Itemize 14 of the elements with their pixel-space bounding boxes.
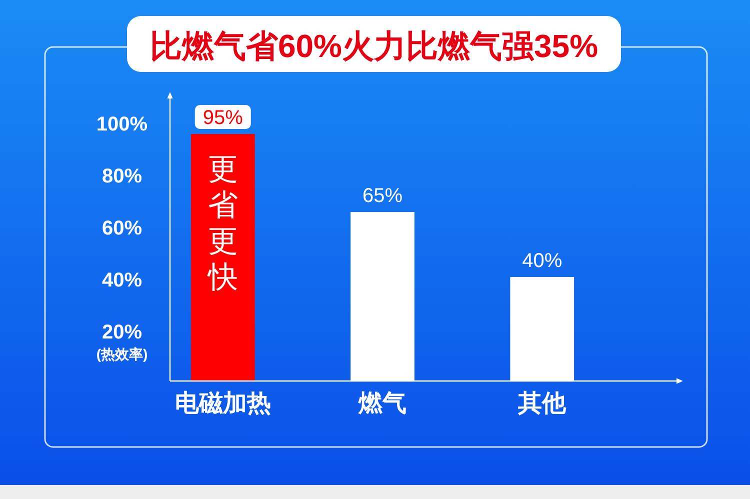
y-tick-label: 20%: [102, 321, 142, 344]
data-label: 40%: [522, 250, 562, 272]
x-tick-label: 燃气: [358, 390, 406, 417]
y-tick-label: 100%: [96, 113, 148, 136]
data-label: 95%: [202, 107, 244, 129]
y-tick-label: 40%: [102, 269, 142, 292]
y-tick-label: 60%: [102, 217, 142, 240]
x-tick-label: 电磁加热: [174, 390, 271, 417]
y-tick-label: 80%: [102, 165, 142, 188]
data-label: 65%: [362, 185, 403, 207]
y-axis-title: (热效率): [96, 346, 148, 362]
x-tick-label: 其他: [517, 390, 568, 417]
chart-title: 比燃气省60%火力比燃气强35%: [150, 28, 598, 64]
annotation: 更省更快: [206, 153, 238, 294]
